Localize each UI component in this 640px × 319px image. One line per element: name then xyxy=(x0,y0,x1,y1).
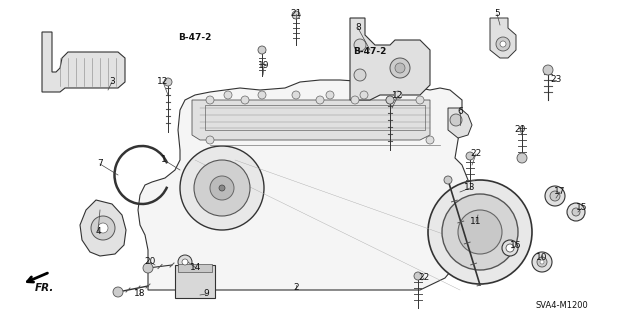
FancyBboxPatch shape xyxy=(178,264,212,272)
Circle shape xyxy=(178,255,192,269)
Circle shape xyxy=(98,223,108,233)
Polygon shape xyxy=(175,265,215,298)
Circle shape xyxy=(394,91,402,99)
Circle shape xyxy=(442,194,518,270)
Text: 21: 21 xyxy=(291,10,301,19)
Circle shape xyxy=(386,96,394,104)
Text: 16: 16 xyxy=(510,241,522,250)
Circle shape xyxy=(550,191,560,201)
Circle shape xyxy=(543,65,553,75)
Text: 7: 7 xyxy=(97,160,103,168)
Text: 22: 22 xyxy=(470,150,482,159)
Polygon shape xyxy=(350,18,430,100)
Text: 6: 6 xyxy=(457,108,463,116)
Polygon shape xyxy=(80,200,126,256)
Circle shape xyxy=(532,252,552,272)
Circle shape xyxy=(316,96,324,104)
Circle shape xyxy=(416,96,424,104)
Circle shape xyxy=(206,96,214,104)
Text: 10: 10 xyxy=(536,254,548,263)
Circle shape xyxy=(360,91,368,99)
Text: 20: 20 xyxy=(515,125,525,135)
Text: SVA4-M1200: SVA4-M1200 xyxy=(536,301,588,310)
Circle shape xyxy=(537,257,547,267)
Text: 8: 8 xyxy=(355,24,361,33)
Text: 17: 17 xyxy=(554,188,566,197)
Text: 9: 9 xyxy=(203,290,209,299)
Circle shape xyxy=(466,152,474,160)
Circle shape xyxy=(210,176,234,200)
Circle shape xyxy=(351,96,359,104)
Circle shape xyxy=(292,91,300,99)
Text: B-47-2: B-47-2 xyxy=(353,48,387,56)
Text: 15: 15 xyxy=(576,204,588,212)
Circle shape xyxy=(540,260,544,264)
Polygon shape xyxy=(192,100,430,140)
Circle shape xyxy=(545,186,565,206)
Circle shape xyxy=(326,91,334,99)
Text: FR.: FR. xyxy=(35,283,54,293)
Text: 18: 18 xyxy=(134,290,146,299)
Circle shape xyxy=(219,185,225,191)
Text: 23: 23 xyxy=(550,76,562,85)
Text: 5: 5 xyxy=(494,10,500,19)
Circle shape xyxy=(506,244,514,252)
Circle shape xyxy=(496,37,510,51)
Circle shape xyxy=(182,259,188,265)
Text: 4: 4 xyxy=(95,227,101,236)
Circle shape xyxy=(180,146,264,230)
Circle shape xyxy=(292,11,300,19)
Ellipse shape xyxy=(187,187,257,203)
Circle shape xyxy=(258,91,266,99)
Polygon shape xyxy=(490,18,516,58)
Text: 2: 2 xyxy=(293,284,299,293)
Text: 3: 3 xyxy=(109,78,115,86)
Circle shape xyxy=(224,91,232,99)
Circle shape xyxy=(395,63,405,73)
Circle shape xyxy=(164,78,172,86)
Text: 22: 22 xyxy=(419,273,429,283)
Circle shape xyxy=(386,96,394,104)
Circle shape xyxy=(444,176,452,184)
Circle shape xyxy=(258,46,266,54)
Circle shape xyxy=(91,216,115,240)
Circle shape xyxy=(354,39,366,51)
Circle shape xyxy=(428,180,532,284)
Text: B-47-2: B-47-2 xyxy=(179,33,212,42)
Circle shape xyxy=(500,41,506,47)
Circle shape xyxy=(567,203,585,221)
Circle shape xyxy=(206,136,214,144)
Text: 13: 13 xyxy=(464,183,476,192)
Text: 12: 12 xyxy=(392,92,404,100)
Circle shape xyxy=(458,210,502,254)
Circle shape xyxy=(354,69,366,81)
Text: 12: 12 xyxy=(157,78,169,86)
Text: 1: 1 xyxy=(161,155,167,165)
Polygon shape xyxy=(138,80,468,290)
Circle shape xyxy=(113,287,123,297)
Circle shape xyxy=(450,114,462,126)
Polygon shape xyxy=(448,108,472,138)
Circle shape xyxy=(502,240,518,256)
Text: 14: 14 xyxy=(190,263,202,272)
Circle shape xyxy=(390,58,410,78)
Text: 19: 19 xyxy=(259,62,269,70)
Circle shape xyxy=(414,272,422,280)
Circle shape xyxy=(517,153,527,163)
Circle shape xyxy=(241,96,249,104)
Polygon shape xyxy=(42,32,125,92)
Circle shape xyxy=(426,136,434,144)
Circle shape xyxy=(572,208,580,216)
Text: 11: 11 xyxy=(470,218,482,226)
Text: 20: 20 xyxy=(144,257,156,266)
Circle shape xyxy=(143,263,153,273)
Circle shape xyxy=(194,160,250,216)
